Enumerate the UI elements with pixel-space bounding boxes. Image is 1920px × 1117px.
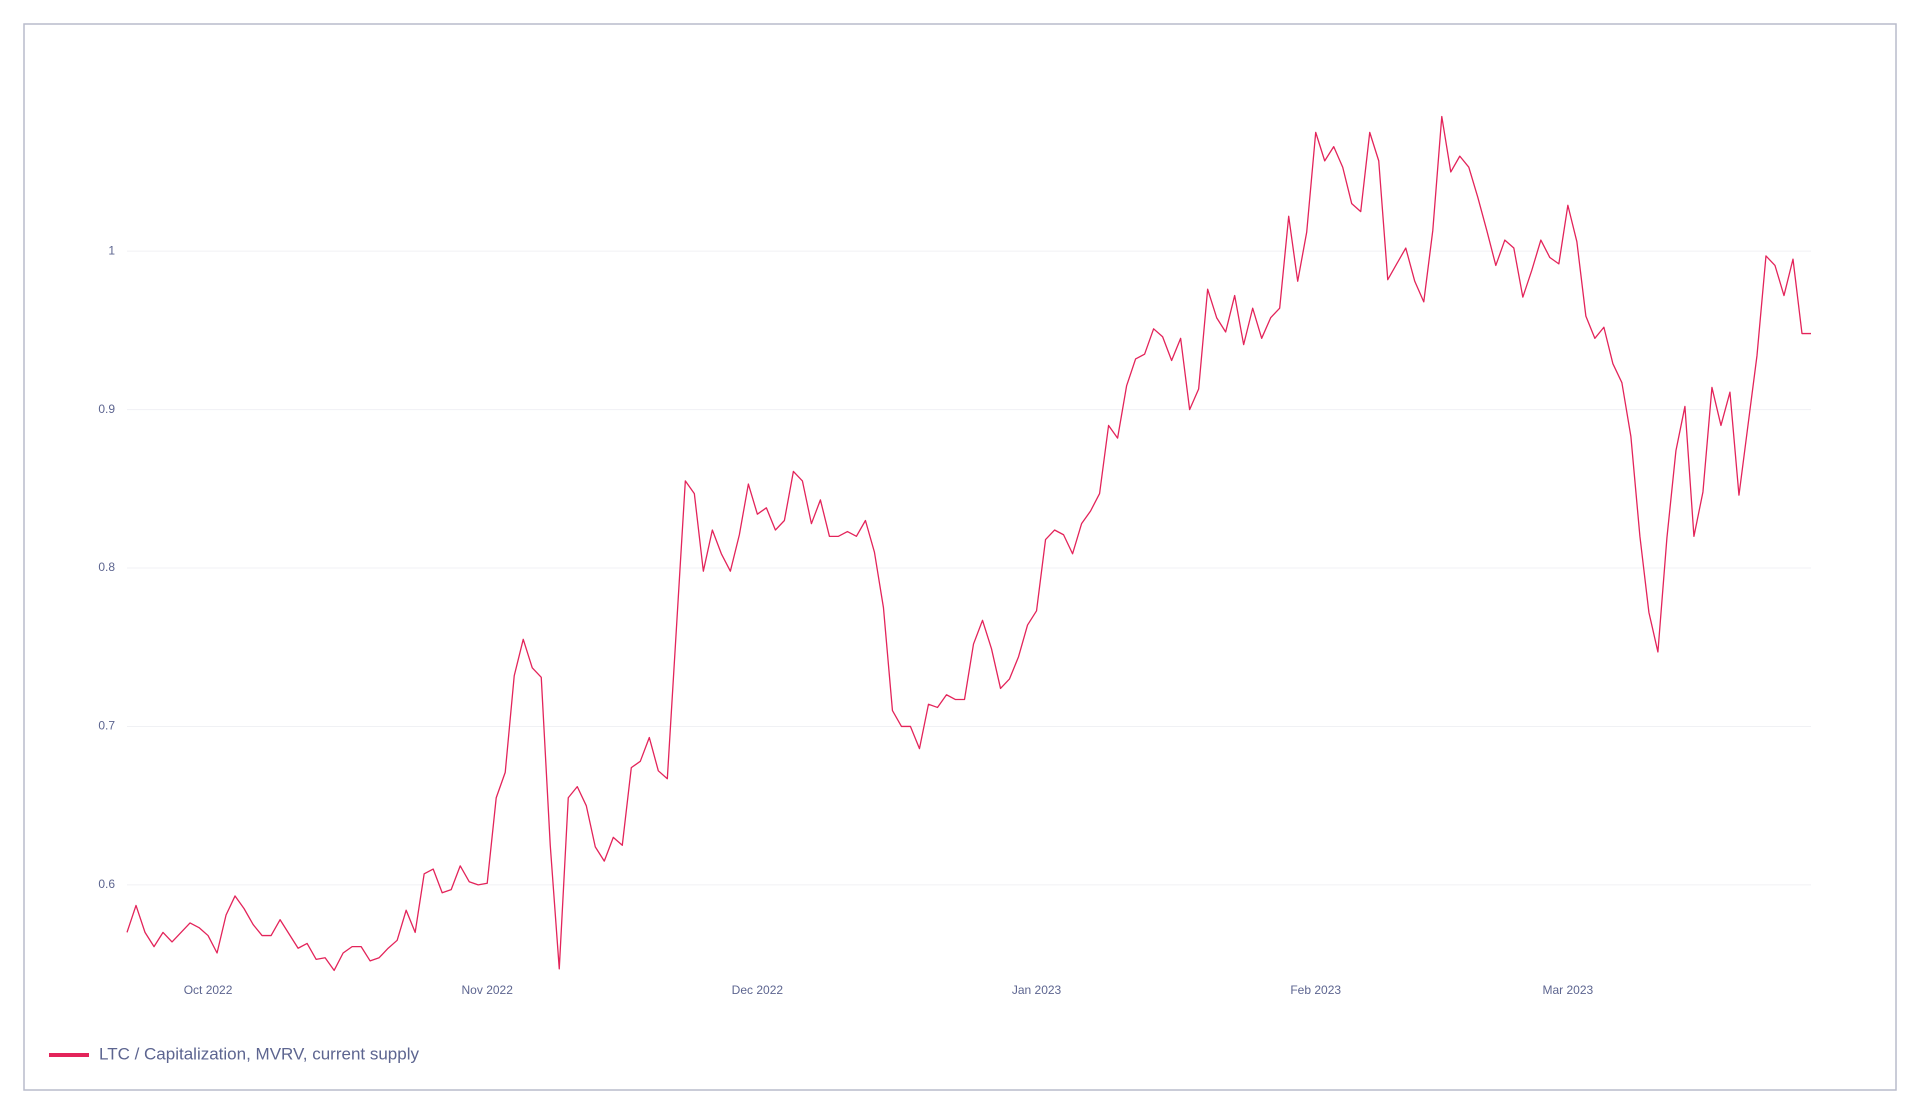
y-tick-label: 0.7	[98, 719, 115, 733]
legend-label: LTC / Capitalization, MVRV, current supp…	[99, 1044, 419, 1063]
x-tick-label: Feb 2023	[1290, 983, 1341, 997]
x-tick-label: Nov 2022	[462, 983, 514, 997]
y-tick-label: 0.9	[98, 402, 115, 416]
y-tick-label: 0.6	[98, 877, 115, 891]
chart-frame	[23, 23, 1897, 1091]
y-tick-label: 0.8	[98, 560, 115, 574]
x-tick-label: Dec 2022	[732, 983, 784, 997]
x-tick-label: Jan 2023	[1012, 983, 1062, 997]
y-tick-label: 1	[108, 243, 115, 257]
x-tick-label: Mar 2023	[1543, 983, 1594, 997]
x-tick-label: Oct 2022	[184, 983, 233, 997]
series-line	[126, 115, 1811, 972]
